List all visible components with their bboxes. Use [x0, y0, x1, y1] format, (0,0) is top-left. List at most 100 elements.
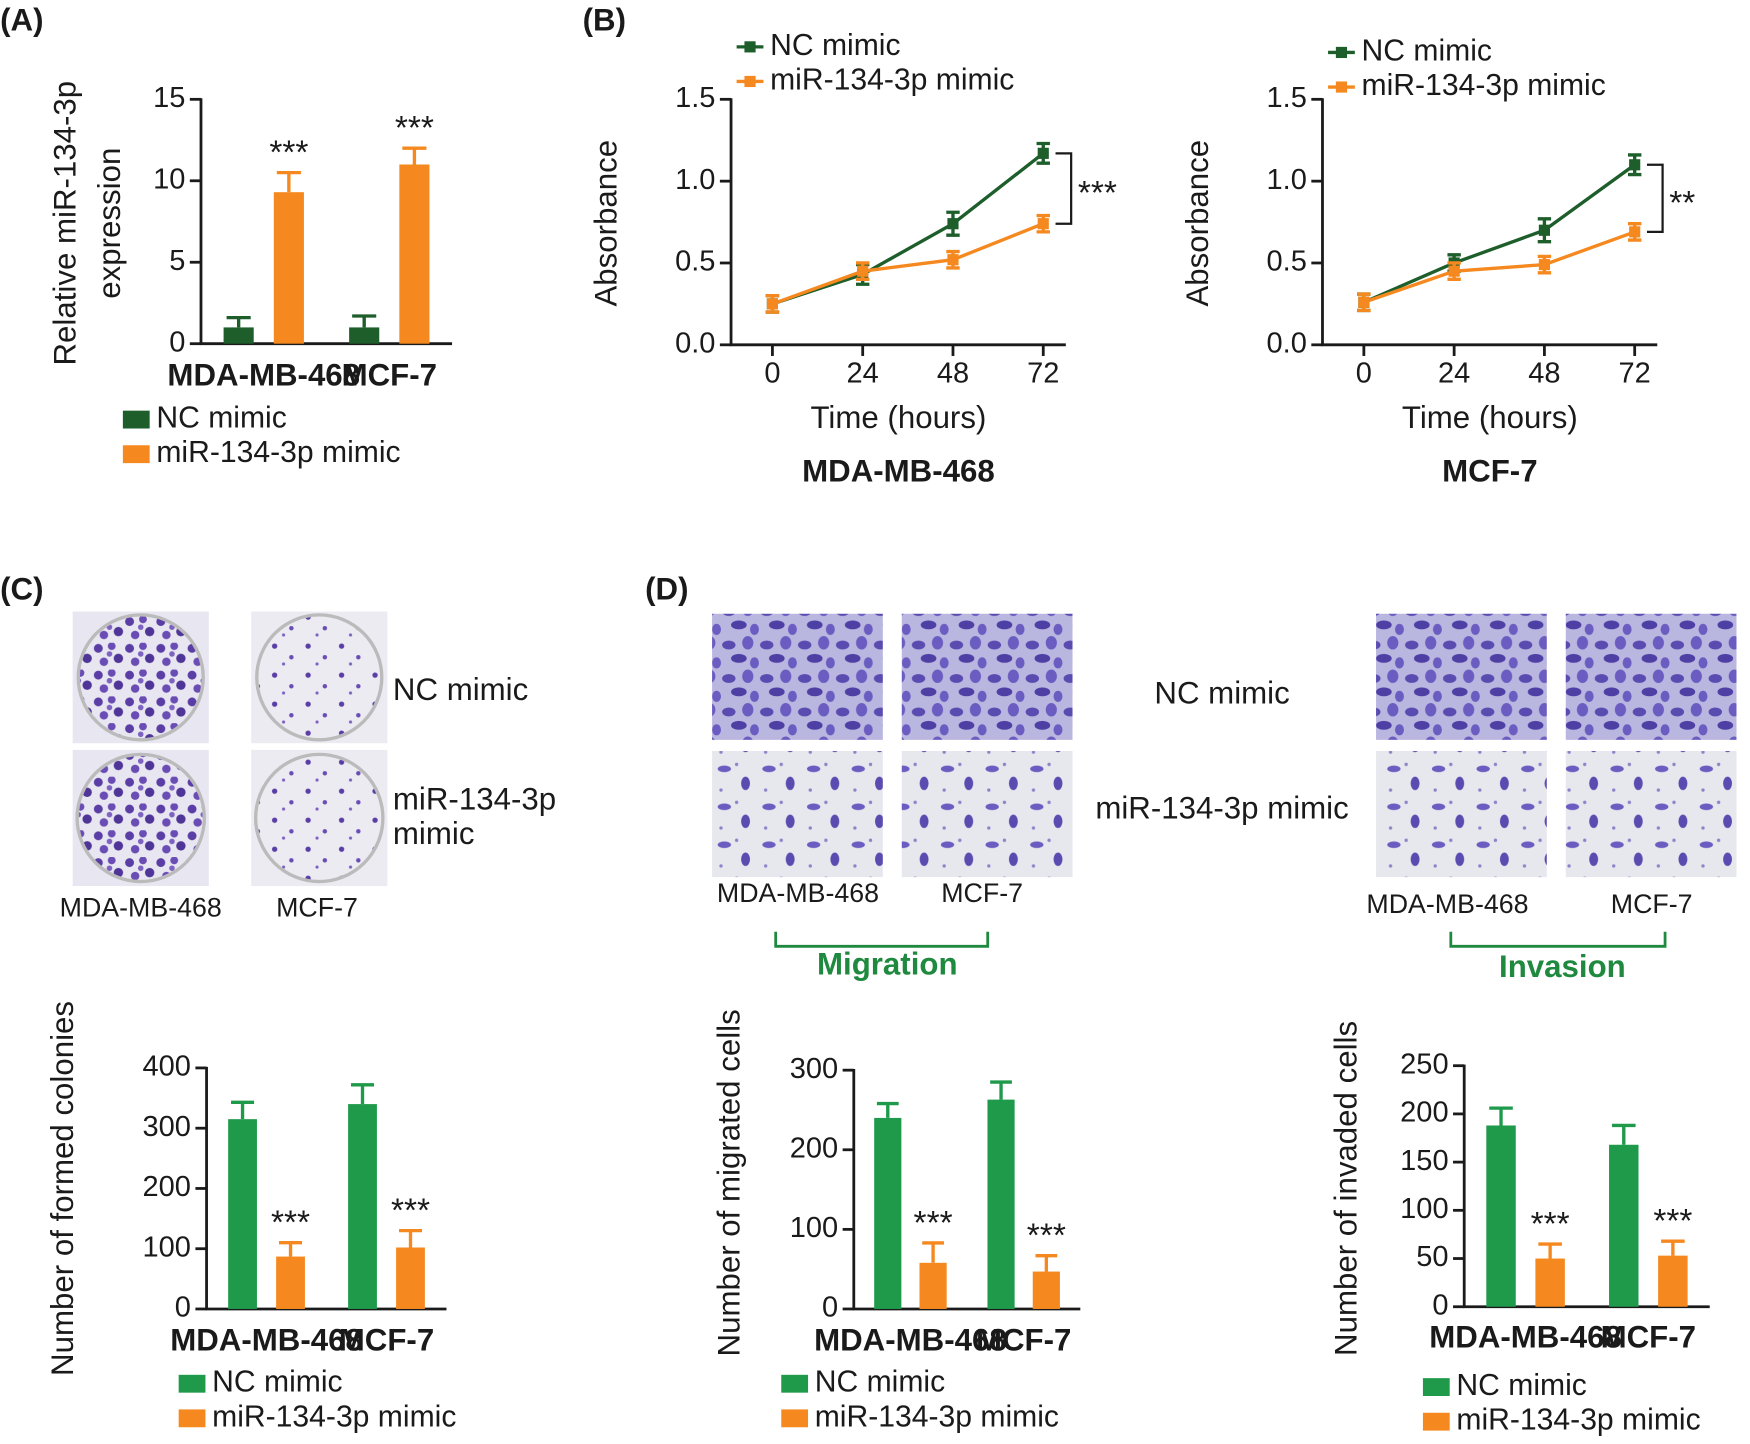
y-axis-label: Absorbance: [1180, 140, 1215, 307]
bar: [223, 327, 254, 344]
y-tick-label: 1.0: [675, 164, 715, 196]
y-tick-label: 5: [169, 245, 185, 277]
y-axis-label: Relative miR-134-3p: [47, 81, 82, 366]
y-axis-label: expression: [92, 148, 127, 299]
group-bracket: [1449, 931, 1667, 948]
y-tick-label: 1.5: [675, 82, 715, 114]
legend-swatch: [1422, 1378, 1450, 1397]
error-bar: [1611, 1123, 1636, 1145]
x-tick-label: MDA-MB-468: [167, 357, 360, 392]
error-bar: [922, 1241, 944, 1263]
x-tick-label: 0: [764, 358, 780, 390]
error-bar: [1661, 1239, 1685, 1256]
cell-image: [1565, 751, 1737, 878]
panel-label: (C): [0, 572, 43, 607]
point: [1037, 147, 1049, 159]
x-tick-label: MCF-7: [976, 1323, 1071, 1358]
line: [771, 152, 1045, 306]
x-axis-label: Time (hours): [810, 400, 986, 435]
legend-swatch: [178, 1374, 206, 1393]
y-tick-label: 200: [1400, 1097, 1448, 1129]
bar: [273, 192, 304, 344]
bar: [396, 1247, 425, 1309]
legend-label: miR-134-3p mimic: [156, 436, 400, 469]
significance-label: ***: [1078, 175, 1117, 212]
y-tick-label: 150: [1400, 1145, 1448, 1177]
line: [1363, 230, 1636, 304]
cell-image: [1376, 613, 1547, 740]
y-tick-label: 0: [169, 326, 185, 358]
bar: [1658, 1255, 1688, 1307]
column-label: MDA-MB-468: [717, 878, 879, 908]
column-label: MDA-MB-468: [60, 893, 222, 923]
x-tick-label: MDA-MB-468: [814, 1323, 1007, 1358]
y-tick-label: 100: [1400, 1193, 1448, 1225]
significance-label: ***: [1653, 1203, 1692, 1240]
axis: [1321, 98, 1658, 347]
y-tick-label: 200: [143, 1171, 191, 1203]
y-tick-label: 50: [1416, 1241, 1448, 1273]
x-tick-label: MCF-7: [342, 357, 437, 392]
x-tick-label: 48: [1528, 358, 1560, 390]
y-axis-label: Number of formed colonies: [45, 1001, 80, 1376]
error-bar: [279, 1241, 303, 1257]
row-label: miR-134-3p: [393, 781, 556, 816]
legend-marker: [1335, 81, 1348, 93]
cell-image: [901, 751, 1073, 878]
group-label: Migration: [817, 947, 958, 982]
row-label: NC mimic: [393, 672, 528, 707]
legend-label: NC mimic: [770, 29, 900, 62]
row-label: miR-134-3p mimic: [1095, 790, 1348, 825]
column-label: MDA-MB-468: [1366, 889, 1528, 919]
group-label: Invasion: [1499, 949, 1626, 984]
point: [857, 265, 869, 277]
bar: [1609, 1144, 1639, 1307]
line: [771, 222, 1044, 306]
panel-label: (D): [645, 572, 688, 607]
panel-label: (B): [583, 3, 626, 38]
x-tick-label: 24: [847, 358, 879, 390]
x-tick-label: MCF-7: [339, 1323, 434, 1358]
error-bar: [276, 170, 301, 193]
significance-label: ***: [1027, 1218, 1066, 1255]
legend-label: NC mimic: [1456, 1369, 1586, 1402]
axis: [729, 98, 1066, 347]
group-bracket: [774, 931, 990, 948]
colony-images: [72, 611, 388, 887]
error-bar: [398, 1228, 423, 1248]
error-bar: [876, 1101, 899, 1118]
legend-swatch: [1422, 1412, 1450, 1431]
legend-label: miR-134-3p mimic: [1456, 1404, 1700, 1437]
bar: [1486, 1125, 1516, 1307]
column-label: MCF-7: [276, 893, 358, 923]
error-bar: [1489, 1106, 1513, 1126]
bar: [987, 1099, 1015, 1309]
cell-image: [901, 613, 1073, 740]
y-axis-label: Number of migrated cells: [711, 1009, 746, 1356]
x-tick-label: MCF-7: [1601, 1319, 1696, 1354]
panel-label: (A): [0, 3, 43, 38]
y-tick-label: 0.5: [675, 246, 715, 278]
legend-marker: [744, 75, 756, 88]
x-tick-label: MDA-MB-468: [170, 1323, 363, 1358]
legend-swatch: [781, 1409, 809, 1428]
y-tick-label: 300: [143, 1111, 191, 1143]
error-bar: [231, 1100, 255, 1120]
chart-title: MCF-7: [1442, 453, 1537, 488]
point: [947, 254, 959, 266]
bar: [276, 1256, 305, 1309]
chart-title: MDA-MB-468: [802, 453, 995, 488]
point: [1538, 224, 1550, 236]
legend-label: miR-134-3p mimic: [1362, 69, 1606, 102]
legend-label: NC mimic: [1362, 34, 1492, 67]
legend-label: miR-134-3p mimic: [770, 63, 1014, 96]
y-tick-label: 200: [790, 1132, 838, 1164]
point: [1629, 159, 1641, 171]
legend-label: NC mimic: [156, 402, 286, 435]
legend-label: NC mimic: [815, 1366, 945, 1399]
point: [947, 218, 959, 230]
column-label: MCF-7: [941, 878, 1023, 908]
y-tick-label: 250: [1400, 1048, 1448, 1080]
bar: [228, 1119, 257, 1309]
legend-label: NC mimic: [212, 1366, 342, 1399]
